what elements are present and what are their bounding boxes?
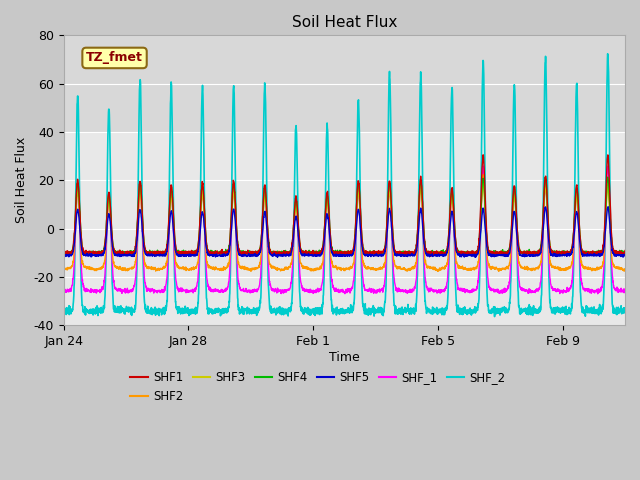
- SHF4: [548, 249, 556, 255]
- SHF4: [60, 250, 67, 255]
- SHF2: [549, 264, 557, 269]
- SHF1: [264, 221, 271, 227]
- Y-axis label: Soil Heat Flux: Soil Heat Flux: [15, 137, 28, 224]
- SHF_2: [621, 309, 629, 315]
- SHF_1: [114, 287, 122, 292]
- SHF_2: [114, 309, 122, 314]
- SHF3: [397, 252, 405, 258]
- SHF_2: [184, 306, 192, 312]
- SHF4: [362, 251, 370, 257]
- Line: SHF_2: SHF_2: [63, 54, 625, 317]
- SHF2: [434, 268, 442, 274]
- SHF5: [621, 252, 629, 257]
- SHF_1: [184, 289, 192, 295]
- SHF5: [184, 252, 192, 257]
- SHF1: [479, 152, 487, 157]
- SHF3: [549, 252, 557, 257]
- SHF_2: [264, 230, 271, 236]
- Line: SHF2: SHF2: [63, 175, 625, 271]
- SHF4: [621, 251, 629, 256]
- SHF2: [114, 264, 122, 270]
- SHF_1: [548, 287, 556, 292]
- SHF1: [184, 249, 192, 254]
- SHF_2: [362, 311, 370, 316]
- SHF1: [549, 248, 557, 254]
- SHF5: [362, 252, 370, 258]
- Line: SHF5: SHF5: [63, 207, 625, 257]
- Text: TZ_fmet: TZ_fmet: [86, 51, 143, 64]
- SHF2: [148, 266, 156, 272]
- SHF4: [148, 249, 156, 254]
- SHF2: [362, 266, 370, 272]
- SHF3: [60, 250, 67, 256]
- SHF2: [621, 267, 629, 273]
- SHF5: [114, 253, 122, 259]
- SHF5: [148, 252, 156, 258]
- SHF1: [114, 249, 122, 255]
- Line: SHF_1: SHF_1: [63, 166, 625, 294]
- SHF5: [264, 232, 271, 238]
- SHF5: [274, 254, 282, 260]
- SHF1: [427, 253, 435, 259]
- Title: Soil Heat Flux: Soil Heat Flux: [292, 15, 397, 30]
- SHF4: [604, 174, 611, 180]
- SHF3: [621, 250, 629, 256]
- SHF_1: [362, 287, 370, 293]
- SHF3: [362, 249, 370, 255]
- SHF2: [479, 172, 487, 178]
- SHF5: [60, 252, 67, 258]
- SHF1: [621, 248, 629, 253]
- SHF_2: [604, 51, 611, 57]
- SHF_1: [148, 288, 156, 293]
- SHF_1: [594, 291, 602, 297]
- SHF4: [184, 251, 192, 257]
- SHF_2: [548, 310, 556, 316]
- SHF_2: [491, 314, 499, 320]
- SHF4: [114, 251, 122, 256]
- SHF4: [275, 253, 282, 259]
- SHF3: [148, 250, 156, 255]
- SHF_2: [148, 308, 156, 314]
- SHF3: [184, 250, 192, 256]
- Line: SHF3: SHF3: [63, 183, 625, 255]
- SHF_1: [479, 163, 487, 169]
- X-axis label: Time: Time: [329, 351, 360, 364]
- SHF1: [148, 251, 156, 256]
- SHF_2: [60, 310, 67, 316]
- Line: SHF4: SHF4: [63, 177, 625, 256]
- SHF_1: [60, 286, 67, 291]
- SHF2: [264, 230, 271, 236]
- SHF4: [264, 219, 271, 225]
- SHF_1: [621, 288, 629, 293]
- Legend: SHF1, SHF2, SHF3, SHF4, SHF5, SHF_1, SHF_2: SHF1, SHF2, SHF3, SHF4, SHF5, SHF_1, SHF…: [125, 366, 510, 408]
- SHF2: [60, 267, 67, 273]
- SHF3: [264, 223, 271, 229]
- Line: SHF1: SHF1: [63, 155, 625, 256]
- SHF_1: [264, 237, 271, 242]
- SHF3: [114, 251, 122, 256]
- SHF2: [184, 266, 192, 272]
- SHF3: [479, 180, 487, 186]
- SHF5: [604, 204, 612, 210]
- Bar: [63, 36, 625, 132]
- SHF5: [548, 253, 556, 259]
- SHF1: [362, 250, 370, 256]
- SHF1: [60, 251, 67, 257]
